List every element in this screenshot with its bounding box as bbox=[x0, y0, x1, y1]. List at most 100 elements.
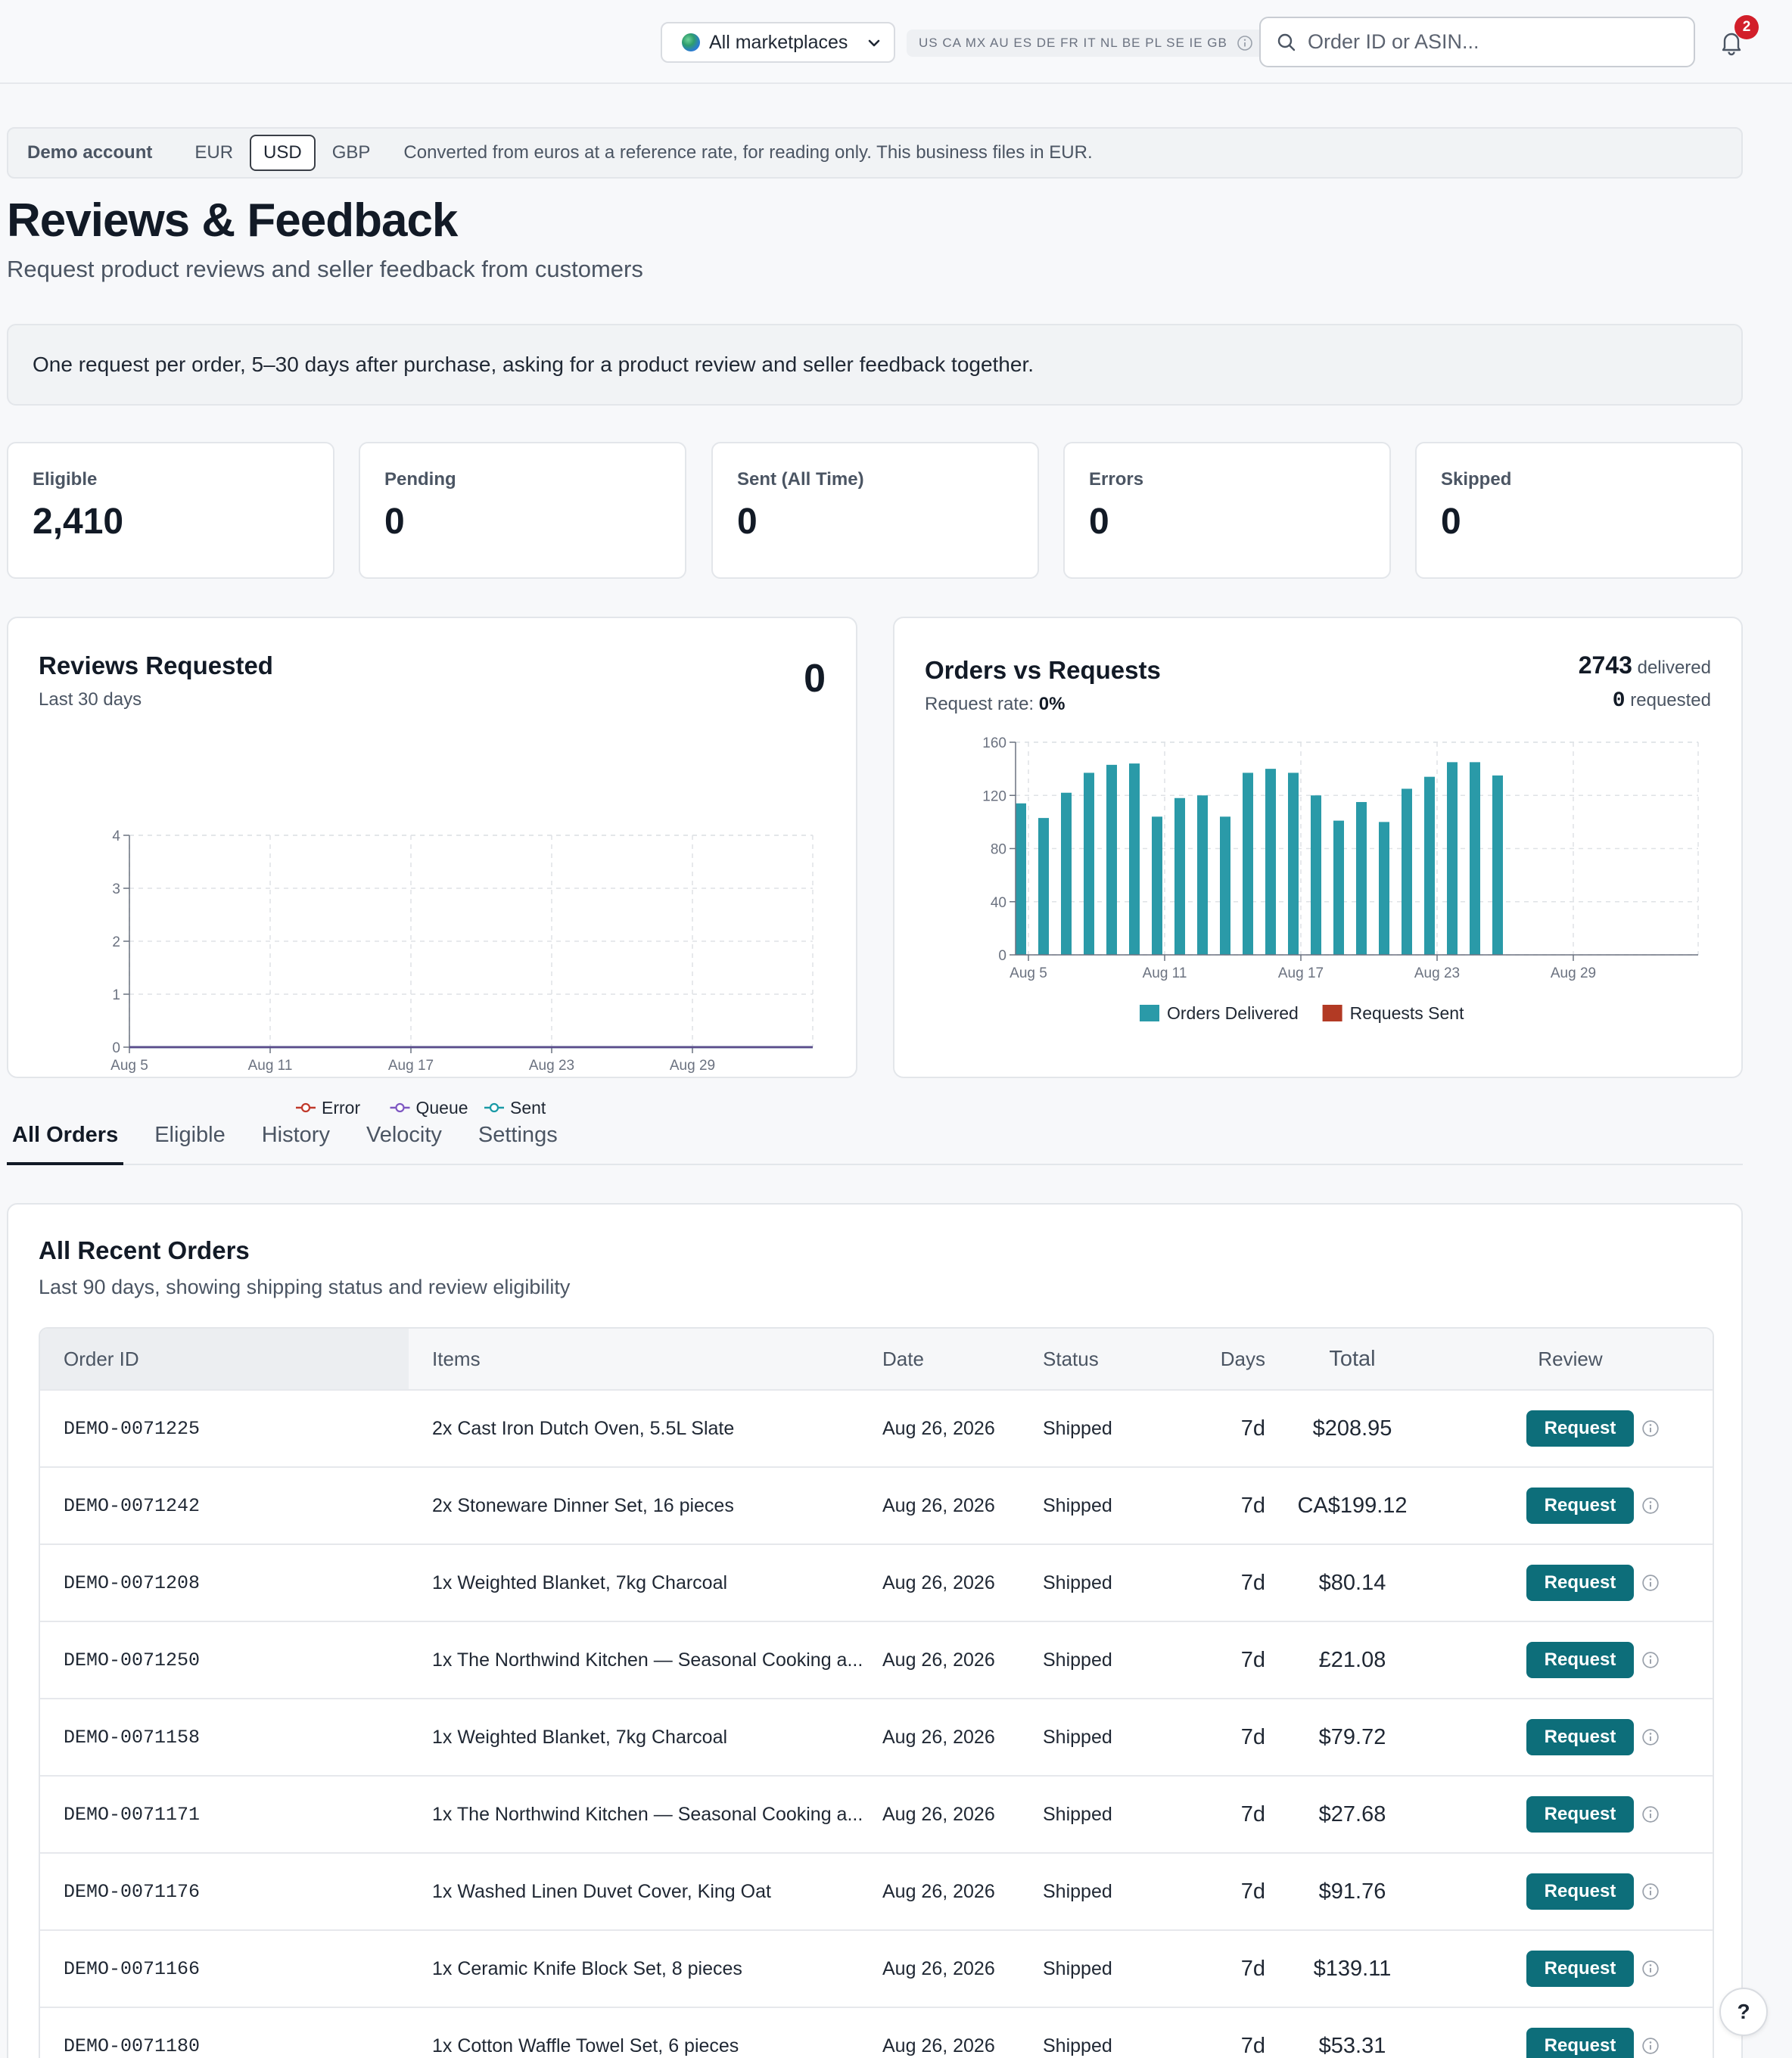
request-review-button[interactable]: Request bbox=[1526, 1488, 1635, 1524]
requested-summary: 0 requested bbox=[1613, 689, 1711, 713]
info-icon[interactable] bbox=[1641, 1882, 1660, 1901]
legend-label: Requests Sent bbox=[1350, 1003, 1464, 1023]
x-tick-label: Aug 29 bbox=[670, 1058, 715, 1074]
legend-swatch bbox=[1140, 1005, 1159, 1021]
bell-icon[interactable] bbox=[1716, 27, 1747, 58]
delivered-value: 2743 bbox=[1578, 651, 1632, 679]
column-header-order-id[interactable]: Order ID bbox=[40, 1329, 409, 1389]
help-button[interactable]: ? bbox=[1719, 1988, 1768, 2036]
items-cell: 1x Washed Linen Duvet Cover, King Oat bbox=[432, 1880, 771, 1902]
request-review-button[interactable]: Request bbox=[1526, 2028, 1635, 2058]
info-icon[interactable] bbox=[1641, 1651, 1660, 1669]
request-review-button[interactable]: Request bbox=[1526, 1796, 1635, 1833]
reviews-requested-card: Reviews Requested Last 30 days 0 0 1 2 3 4 Au… bbox=[7, 617, 857, 1118]
tab-settings[interactable]: Settings bbox=[478, 1123, 558, 1147]
order-id-cell[interactable]: DEMO-0071176 bbox=[64, 1880, 201, 1903]
orders-bar-chart: 0 40 80 120 160 Aug 5 Aug 11 Aug 17 Aug 23 Aug 29… bbox=[982, 735, 1699, 1023]
tab-eligible[interactable]: Eligible bbox=[154, 1123, 226, 1147]
status-cell: Shipped bbox=[1043, 1803, 1112, 1825]
bar-orders-delivered bbox=[1061, 792, 1072, 955]
notification-badge: 2 bbox=[1734, 15, 1759, 39]
column-header-items[interactable]: Items bbox=[432, 1347, 481, 1370]
days-cell: 7d bbox=[1240, 1724, 1265, 1749]
reviews-line-chart: 0 1 2 3 4 Aug 5 Aug 11 Aug 17 Aug 23 Aug 29 Error Q… bbox=[110, 828, 814, 1118]
info-icon[interactable] bbox=[1641, 2037, 1660, 2055]
column-header-review[interactable]: Review bbox=[1538, 1347, 1603, 1370]
status-cell: Shipped bbox=[1043, 1649, 1112, 1671]
order-id-cell[interactable]: DEMO-0071208 bbox=[64, 1571, 201, 1594]
info-icon[interactable] bbox=[1641, 1728, 1660, 1746]
stat-value: 2,410 bbox=[33, 502, 124, 542]
order-id-cell[interactable]: DEMO-0071225 bbox=[64, 1417, 201, 1440]
tab-history[interactable]: History bbox=[261, 1123, 330, 1147]
status-cell: Shipped bbox=[1043, 1957, 1112, 1979]
currency-usd[interactable]: USD bbox=[250, 135, 316, 171]
bar-orders-delivered bbox=[1424, 776, 1435, 955]
request-review-button[interactable]: Request bbox=[1526, 1873, 1635, 1910]
review-cell: Request bbox=[1438, 2008, 1703, 2058]
info-icon[interactable] bbox=[1641, 1805, 1660, 1823]
legend-label-queue: Queue bbox=[416, 1098, 468, 1118]
request-review-button[interactable]: Request bbox=[1526, 1951, 1635, 1987]
status-cell: Shipped bbox=[1043, 1726, 1112, 1748]
globe-icon bbox=[682, 33, 700, 51]
request-review-button[interactable]: Request bbox=[1526, 1719, 1635, 1755]
request-review-button[interactable]: Request bbox=[1526, 1565, 1635, 1601]
column-header-status[interactable]: Status bbox=[1043, 1347, 1099, 1370]
items-cell: 2x Stoneware Dinner Set, 16 pieces bbox=[432, 1494, 734, 1516]
marketplace-select[interactable]: All marketplaces bbox=[661, 22, 895, 63]
stat-card-errors: Errors 0 bbox=[1063, 442, 1391, 579]
info-icon[interactable] bbox=[1641, 1419, 1660, 1438]
days-cell: 7d bbox=[1240, 1879, 1265, 1904]
tab-bar: All Orders Eligible History Velocity Set… bbox=[7, 1108, 1743, 1165]
bar-orders-delivered bbox=[1129, 763, 1140, 955]
x-tick-label: Aug 23 bbox=[529, 1058, 574, 1074]
table-row: DEMO-0071242 2x Stoneware Dinner Set, 16 … bbox=[40, 1466, 1713, 1544]
legend-marker bbox=[489, 1102, 499, 1113]
search-input[interactable] bbox=[1308, 30, 1671, 54]
info-icon[interactable] bbox=[1237, 35, 1253, 51]
tab-velocity[interactable]: Velocity bbox=[366, 1123, 442, 1147]
column-header-date[interactable]: Date bbox=[882, 1347, 924, 1370]
column-header-total[interactable]: Total bbox=[1329, 1346, 1376, 1371]
bar-orders-delivered bbox=[1356, 802, 1367, 955]
order-id-cell[interactable]: DEMO-0071166 bbox=[64, 1957, 201, 1980]
y-tick-label: 40 bbox=[991, 895, 1006, 911]
order-id-cell[interactable]: DEMO-0071158 bbox=[64, 1726, 201, 1749]
request-review-button[interactable]: Request bbox=[1526, 1642, 1635, 1678]
legend-swatch bbox=[1322, 1005, 1342, 1021]
currency-eur[interactable]: EUR bbox=[194, 142, 234, 163]
info-icon[interactable] bbox=[1641, 1574, 1660, 1592]
bar-orders-delivered bbox=[1447, 762, 1458, 955]
bar-orders-delivered bbox=[1492, 775, 1503, 955]
review-cell: Request bbox=[1438, 1777, 1703, 1852]
order-id-cell[interactable]: DEMO-0071242 bbox=[64, 1494, 201, 1517]
stat-value: 0 bbox=[384, 502, 405, 542]
order-search[interactable] bbox=[1259, 17, 1695, 67]
date-cell: Aug 26, 2026 bbox=[882, 1957, 995, 1979]
x-tick-label: Aug 17 bbox=[1278, 965, 1324, 981]
column-header-days[interactable]: Days bbox=[1220, 1347, 1265, 1370]
marketplace-codes: US CA MX AU ES DE FR IT NL BE PL SE IE G… bbox=[907, 30, 1265, 57]
total-cell: $53.31 bbox=[1318, 2033, 1386, 2058]
stat-label: Skipped bbox=[1441, 469, 1512, 490]
x-tick-label: Aug 5 bbox=[110, 1058, 148, 1074]
tab-all-orders[interactable]: All Orders bbox=[7, 1108, 124, 1165]
request-review-button[interactable]: Request bbox=[1526, 1410, 1635, 1447]
order-id-cell[interactable]: DEMO-0071180 bbox=[64, 2035, 201, 2057]
y-tick-label: 1 bbox=[112, 987, 120, 1003]
currency-gbp[interactable]: GBP bbox=[331, 142, 371, 163]
info-icon[interactable] bbox=[1641, 1497, 1660, 1515]
y-tick-label: 4 bbox=[112, 828, 120, 844]
stat-value: 0 bbox=[1089, 502, 1109, 542]
order-id-cell[interactable]: DEMO-0071250 bbox=[64, 1649, 201, 1671]
bar-orders-delivered bbox=[1333, 820, 1344, 955]
info-icon[interactable] bbox=[1641, 1960, 1660, 1978]
days-cell: 7d bbox=[1240, 1570, 1265, 1595]
stat-label: Pending bbox=[384, 469, 456, 490]
x-tick-label: Aug 5 bbox=[1010, 965, 1047, 981]
request-rate-value: 0% bbox=[1038, 694, 1066, 714]
total-cell: $208.95 bbox=[1312, 1416, 1392, 1441]
x-tick-label: Aug 29 bbox=[1551, 965, 1596, 981]
order-id-cell[interactable]: DEMO-0071171 bbox=[64, 1803, 201, 1826]
